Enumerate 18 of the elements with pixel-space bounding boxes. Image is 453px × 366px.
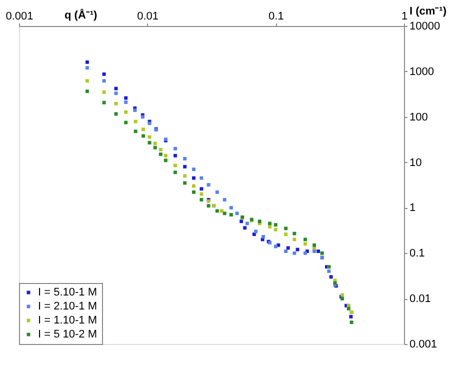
x-tick-label: 1 [401, 10, 408, 22]
y-tick-label: 0.01 [410, 293, 431, 306]
y-tick-label: 1000 [410, 66, 434, 78]
x-tick-label: 0.01 [137, 10, 159, 22]
x-tick-label: 0.1 [268, 10, 284, 22]
legend-label: I = 5.10-1 M [38, 286, 98, 298]
y-tick-label: 10000 [410, 20, 440, 32]
y-axis-title: I (cm⁻¹) [410, 6, 447, 18]
y-tick-label: 10 [410, 156, 422, 169]
x-tick-label: 0.001 [6, 10, 34, 22]
y-tick-label: 1 [410, 202, 416, 214]
legend-label: I = 5 10-2 M [38, 328, 98, 340]
legend-label: I = 1.10-1 M [38, 314, 98, 326]
x-axis-title: q (Å⁻¹) [64, 8, 98, 22]
y-tick-label: 0.1 [410, 248, 425, 260]
y-tick-label: 0.001 [410, 338, 438, 350]
y-tick-label: 100 [410, 111, 428, 124]
legend-label: I = 2.10-1 M [38, 300, 98, 312]
